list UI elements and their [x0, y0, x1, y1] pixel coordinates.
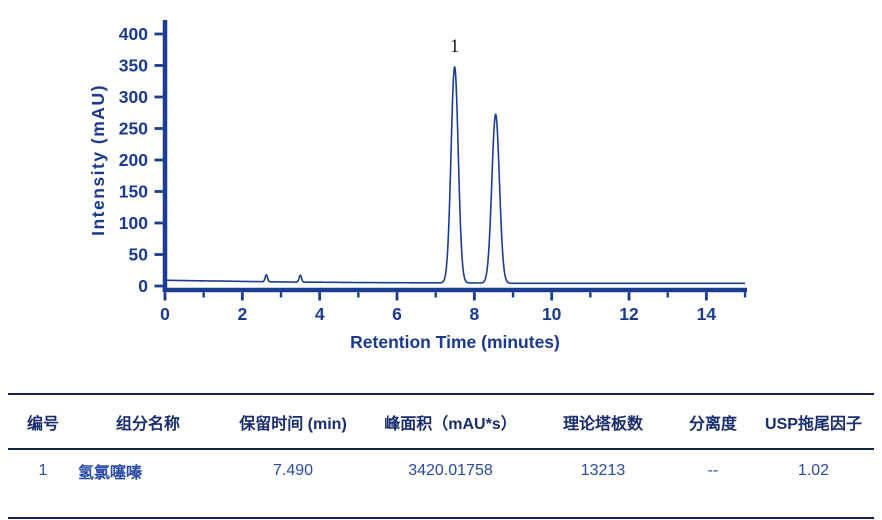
peak-results-table: 编号 组分名称 保留时间 (min) 峰面积（mAU*s） 理论塔板数 分离度 …	[8, 393, 874, 519]
peak-annotation: 1	[450, 36, 460, 57]
col-header-peak-area: 峰面积（mAU*s）	[368, 394, 533, 450]
cell-theoretical-plates: 13213	[580, 462, 626, 479]
col-header-theoretical-plates: 理论塔板数	[533, 394, 673, 450]
cell-usp-tailing: 1.02	[797, 462, 830, 479]
y-tick-label: 400	[119, 24, 148, 44]
col-header-resolution: 分离度	[673, 394, 753, 450]
col-header-component-name: 组分名称	[78, 394, 218, 450]
x-tick-label: 6	[392, 304, 402, 324]
cell-peak-area: 3420.01758	[408, 462, 493, 479]
y-tick-label: 0	[138, 276, 148, 296]
cell-resolution: --	[707, 462, 719, 479]
cell-component-name: 氢氯噻嗪	[78, 465, 143, 482]
cell-number: 1	[38, 462, 48, 479]
chromatogram-chart: 0 50 100 150 200 250 300 350 400 0 2 4 6 8 10 12 14 Reten…	[88, 20, 748, 352]
y-tick-label: 250	[119, 119, 148, 139]
x-tick-label: 14	[697, 304, 717, 324]
x-tick-label: 12	[619, 304, 639, 324]
chromatogram-plot: 0 50 100 150 200 250 300 350 400 0 2 4 6 8 10 12 14 Reten…	[88, 20, 748, 352]
x-tick-label: 10	[542, 304, 562, 324]
x-axis-title: Retention Time (minutes)	[350, 332, 560, 352]
y-axis-title: Intensity (mAU)	[88, 84, 108, 236]
col-header-usp-tailing: USP拖尾因子	[753, 394, 874, 450]
y-tick-label: 100	[119, 213, 148, 233]
y-tick-label: 200	[119, 150, 148, 170]
y-tick-label: 350	[119, 56, 148, 76]
x-tick-label: 4	[315, 304, 325, 324]
y-tick-label: 300	[119, 87, 148, 107]
cell-retention-time: 7.490	[272, 462, 314, 479]
table-header-row: 编号 组分名称 保留时间 (min) 峰面积（mAU*s） 理论塔板数 分离度 …	[8, 394, 874, 450]
col-header-number: 编号	[8, 394, 78, 450]
table-row: 1 氢氯噻嗪 7.490 3420.01758 13213 -- 1.02	[8, 449, 874, 518]
x-tick-label: 0	[160, 304, 170, 324]
y-tick-label: 150	[119, 182, 148, 202]
x-tick-label: 2	[237, 304, 247, 324]
col-header-retention-time: 保留时间 (min)	[218, 394, 368, 450]
y-tick-label: 50	[129, 245, 149, 265]
chromatogram-trace	[164, 66, 746, 285]
x-tick-label: 8	[469, 304, 479, 324]
